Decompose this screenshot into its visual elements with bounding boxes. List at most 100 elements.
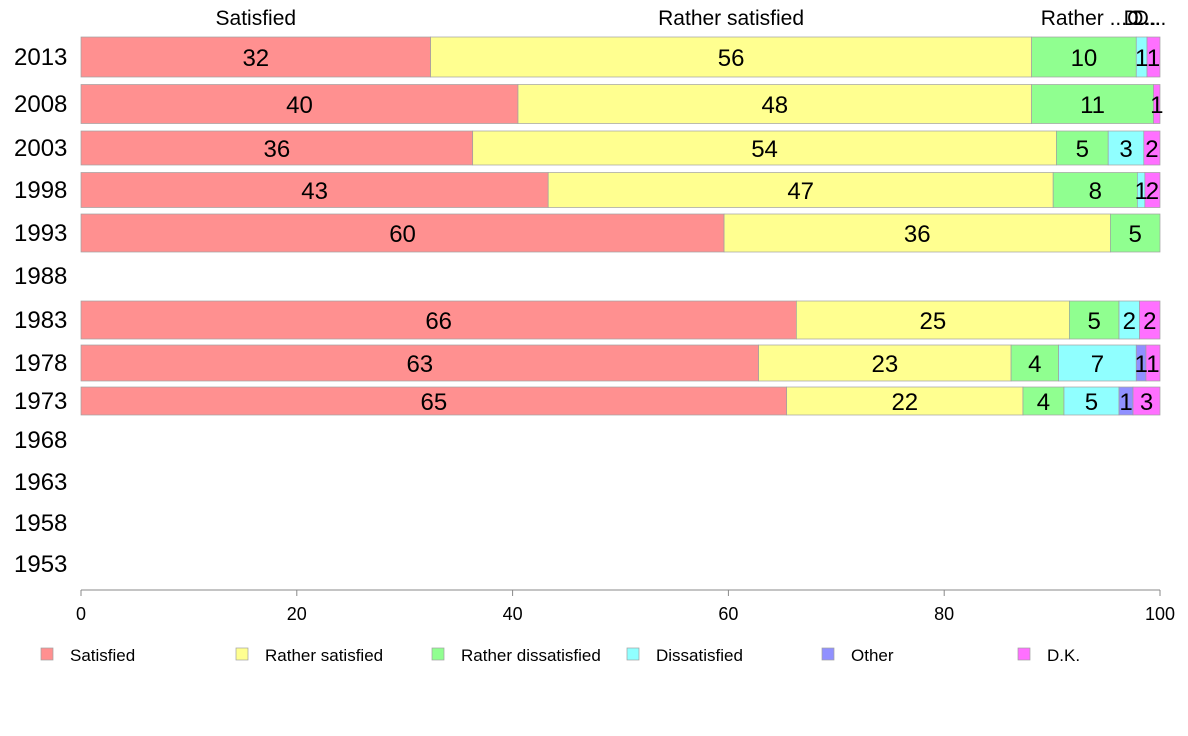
legend: Satisfied Rather satisfied Rather dissatis…	[40, 646, 1080, 665]
x-tick-label: 60	[718, 604, 738, 624]
y-tick-label: 1983	[14, 307, 67, 334]
top-series-label: Rather ...	[1041, 7, 1127, 30]
data-label: 2	[1146, 178, 1159, 205]
legend-label: Rather dissatisfied	[461, 646, 601, 665]
y-tick-label: 1998	[14, 177, 67, 204]
x-tick-label: 20	[287, 604, 307, 624]
bar-segment	[80, 300, 797, 340]
data-label: 10	[1071, 45, 1098, 72]
bar-segment	[547, 172, 1054, 208]
data-label: 48	[761, 92, 788, 119]
data-label: 5	[1088, 308, 1101, 335]
y-tick-label: 1963	[14, 469, 67, 496]
top-labels-group: Satisfied Rather satisfied Rather ...D...O…	[216, 7, 1167, 30]
y-tick-label: 1993	[14, 220, 67, 247]
x-tick-label: 0	[76, 604, 86, 624]
bar-segment	[1031, 84, 1154, 124]
y-tick-label: 1988	[14, 263, 67, 290]
data-label: 25	[920, 308, 947, 335]
data-label: 43	[301, 178, 328, 205]
bar-segment	[1153, 84, 1161, 124]
bar-segment	[1056, 130, 1109, 166]
bar-segment	[80, 36, 431, 78]
legend-label: Rather satisfied	[265, 646, 383, 665]
bar-segment	[80, 386, 788, 416]
bar-segment	[786, 386, 1024, 416]
y-tick-label: 2003	[14, 135, 67, 162]
data-label: 2	[1123, 308, 1136, 335]
legend-swatch	[821, 647, 835, 661]
bar-segment	[80, 213, 725, 253]
legend-swatch	[40, 647, 54, 661]
bar-segment	[1022, 386, 1065, 416]
bar-segment	[517, 84, 1032, 124]
top-series-label: O...	[1127, 7, 1161, 30]
data-label: 1	[1135, 45, 1148, 72]
legend-swatch	[626, 647, 640, 661]
bar-segment	[80, 84, 519, 124]
data-label: 56	[718, 45, 745, 72]
bar-segment	[1146, 36, 1161, 78]
top-series-label: D...	[1124, 7, 1157, 30]
legend-label: D.K.	[1047, 646, 1080, 665]
data-label: 54	[751, 136, 778, 163]
x-tick-label: 40	[503, 604, 523, 624]
legend-swatch	[235, 647, 249, 661]
data-label: 8	[1089, 178, 1102, 205]
top-series-label: Satisfied	[216, 7, 297, 30]
y-tick-label: 1958	[14, 510, 67, 537]
data-label: 60	[389, 221, 416, 248]
data-label: 36	[904, 221, 931, 248]
data-label: 66	[425, 308, 452, 335]
data-label: 1	[1119, 389, 1132, 416]
data-label: 40	[286, 92, 313, 119]
data-label: 4	[1028, 351, 1041, 378]
bar-segment	[796, 300, 1070, 340]
data-label: 1	[1147, 45, 1160, 72]
bars-group	[80, 36, 1161, 416]
legend-swatch	[431, 647, 445, 661]
data-label: 4	[1037, 389, 1050, 416]
y-tick-label: 1978	[14, 350, 67, 377]
bar-segment	[1132, 386, 1161, 416]
bar-segment	[758, 344, 1012, 382]
y-tick-label: 1973	[14, 388, 67, 415]
x-axis: 0 20 40 60 80 100	[76, 589, 1175, 624]
data-label: 1	[1146, 351, 1159, 378]
data-label: 32	[242, 45, 269, 72]
data-label: 1	[1134, 351, 1147, 378]
data-label: 1	[1134, 178, 1147, 205]
bar-segment	[430, 36, 1032, 78]
data-label: 5	[1085, 389, 1098, 416]
legend-label: Satisfied	[70, 646, 135, 665]
data-label: 1	[1150, 92, 1163, 119]
data-label: 7	[1091, 351, 1104, 378]
top-series-label: Rather satisfied	[658, 7, 804, 30]
data-label: 3	[1140, 389, 1153, 416]
top-series-label: D...	[1134, 7, 1167, 30]
y-axis-labels: 2013 2008 2003 1998 1993 1988 1983 1978 1973 1968…	[14, 44, 67, 578]
bar-segment	[1010, 344, 1059, 382]
data-label: 11	[1080, 92, 1105, 119]
data-label: 63	[406, 351, 433, 378]
y-tick-label: 2013	[14, 44, 67, 71]
legend-label: Other	[851, 646, 894, 665]
bar-segment	[1145, 344, 1161, 382]
bar-segment	[1058, 344, 1137, 382]
bar-segment	[1110, 213, 1161, 253]
data-label: 23	[872, 351, 899, 378]
bar-segment	[1144, 172, 1161, 208]
data-label: 65	[420, 389, 447, 416]
data-label: 5	[1076, 136, 1089, 163]
bar-segment	[80, 130, 474, 166]
x-tick-label: 80	[934, 604, 954, 624]
bar-segment	[1107, 130, 1145, 166]
data-label: 2	[1145, 136, 1158, 163]
data-label: 47	[787, 178, 814, 205]
data-label: 5	[1129, 221, 1142, 248]
bar-segment	[80, 344, 759, 382]
bar-segment	[1031, 36, 1137, 78]
data-label: 3	[1119, 136, 1132, 163]
